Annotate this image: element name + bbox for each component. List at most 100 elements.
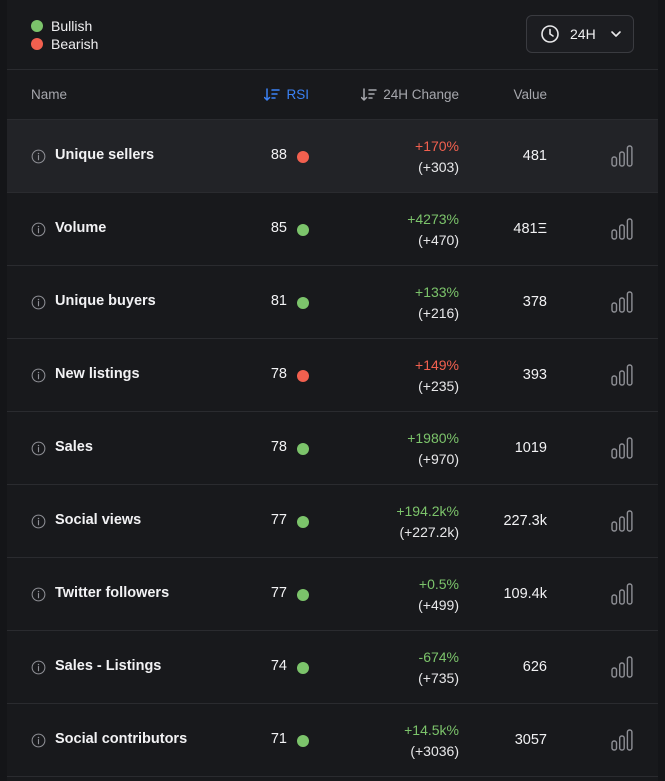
- change-absolute: (+470): [418, 232, 459, 248]
- info-icon[interactable]: [31, 368, 46, 383]
- info-icon[interactable]: [31, 295, 46, 310]
- metric-value: 481Ξ: [513, 221, 547, 237]
- column-rsi-header[interactable]: RSI: [264, 87, 309, 102]
- table-body: Unique sellers 88 +170% (+303) 481 Volum…: [7, 120, 658, 777]
- change-absolute: (+227.2k): [399, 524, 459, 540]
- sort-descending-icon: [264, 87, 281, 101]
- clock-icon: [541, 25, 559, 43]
- rsi-value: 71: [270, 731, 287, 747]
- signal-dot: [297, 297, 309, 309]
- metric-name: Social views: [55, 512, 142, 528]
- column-value-header[interactable]: Value: [513, 87, 547, 102]
- bar-chart-icon[interactable]: [611, 218, 633, 240]
- change-percent: +170%: [415, 138, 459, 154]
- metric-name: Sales: [55, 439, 93, 455]
- legend-bearish: Bearish: [31, 35, 98, 53]
- info-icon[interactable]: [31, 587, 46, 602]
- change-percent: +133%: [415, 284, 459, 300]
- column-name-header[interactable]: Name: [31, 87, 68, 102]
- metric-value: 626: [522, 659, 547, 675]
- legend-bearish-label: Bearish: [51, 36, 99, 52]
- panel-header: Bullish Bearish 24H: [7, 0, 658, 70]
- legend: Bullish Bearish: [31, 17, 98, 53]
- change-percent: +149%: [415, 357, 459, 373]
- metrics-panel: Bullish Bearish 24H Name: [7, 0, 658, 781]
- metric-value: 393: [522, 367, 547, 383]
- table-row[interactable]: Volume 85 +4273% (+470) 481Ξ: [7, 193, 658, 266]
- bearish-dot: [31, 38, 43, 50]
- sort-icon: [361, 87, 377, 101]
- signal-dot: [297, 443, 309, 455]
- signal-dot: [297, 151, 309, 163]
- info-icon[interactable]: [31, 222, 46, 237]
- table-row[interactable]: Social contributors 71 +14.5k% (+3036) 3…: [7, 704, 658, 777]
- change-percent: -674%: [418, 649, 459, 665]
- legend-bullish-label: Bullish: [51, 18, 93, 34]
- change-percent: +0.5%: [418, 576, 459, 592]
- info-icon[interactable]: [31, 149, 46, 164]
- table-row[interactable]: New listings 78 +149% (+235) 393: [7, 339, 658, 412]
- rsi-value: 78: [270, 366, 287, 382]
- metric-value: 3057: [514, 732, 547, 748]
- info-icon[interactable]: [31, 514, 46, 529]
- bar-chart-icon[interactable]: [611, 510, 633, 532]
- info-icon[interactable]: [31, 660, 46, 675]
- bar-chart-icon[interactable]: [611, 729, 633, 751]
- metric-name: Twitter followers: [55, 585, 170, 601]
- metric-name: Unique sellers: [55, 147, 155, 163]
- bar-chart-icon[interactable]: [611, 364, 633, 386]
- change-percent: +4273%: [407, 211, 459, 227]
- bar-chart-icon[interactable]: [611, 145, 633, 167]
- table-row[interactable]: Twitter followers 77 +0.5% (+499) 109.4k: [7, 558, 658, 631]
- rsi-value: 77: [270, 585, 287, 601]
- bar-chart-icon[interactable]: [611, 291, 633, 313]
- change-percent: +14.5k%: [404, 722, 459, 738]
- legend-bullish: Bullish: [31, 17, 98, 35]
- change-absolute: (+970): [418, 451, 459, 467]
- rsi-value: 77: [270, 512, 287, 528]
- bar-chart-icon[interactable]: [611, 583, 633, 605]
- metric-value: 378: [522, 294, 547, 310]
- metric-name: Unique buyers: [55, 293, 156, 309]
- signal-dot: [297, 370, 309, 382]
- rsi-value: 78: [270, 439, 287, 455]
- metric-value: 481: [522, 148, 547, 164]
- bar-chart-icon[interactable]: [611, 656, 633, 678]
- change-absolute: (+303): [418, 159, 459, 175]
- rsi-value: 74: [270, 658, 287, 674]
- table-header: Name RSI 24H Change Value: [7, 70, 658, 120]
- table-row[interactable]: Unique buyers 81 +133% (+216) 378: [7, 266, 658, 339]
- table-row[interactable]: Unique sellers 88 +170% (+303) 481: [7, 120, 658, 193]
- bullish-dot: [31, 20, 43, 32]
- table-row[interactable]: Sales 78 +1980% (+970) 1019: [7, 412, 658, 485]
- change-absolute: (+499): [418, 597, 459, 613]
- change-absolute: (+735): [418, 670, 459, 686]
- signal-dot: [297, 516, 309, 528]
- metric-name: New listings: [55, 366, 140, 382]
- change-absolute: (+216): [418, 305, 459, 321]
- change-absolute: (+3036): [410, 743, 459, 759]
- table-row[interactable]: Sales - Listings 74 -674% (+735) 626: [7, 631, 658, 704]
- signal-dot: [297, 662, 309, 674]
- change-absolute: (+235): [418, 378, 459, 394]
- signal-dot: [297, 589, 309, 601]
- rsi-value: 85: [270, 220, 287, 236]
- metric-value: 1019: [514, 440, 547, 456]
- info-icon[interactable]: [31, 733, 46, 748]
- metric-name: Sales - Listings: [55, 658, 162, 674]
- metric-name: Volume: [55, 220, 107, 236]
- bar-chart-icon[interactable]: [611, 437, 633, 459]
- column-change-header[interactable]: 24H Change: [361, 87, 459, 102]
- chevron-down-icon: [610, 31, 621, 37]
- table-row[interactable]: Social views 77 +194.2k% (+227.2k) 227.3…: [7, 485, 658, 558]
- change-percent: +194.2k%: [396, 503, 459, 519]
- metric-value: 227.3k: [503, 513, 547, 529]
- change-percent: +1980%: [407, 430, 459, 446]
- timeframe-dropdown[interactable]: 24H: [526, 15, 634, 53]
- rsi-value: 88: [270, 147, 287, 163]
- metric-value: 109.4k: [503, 586, 547, 602]
- metric-name: Social contributors: [55, 731, 188, 747]
- signal-dot: [297, 224, 309, 236]
- timeframe-label: 24H: [570, 26, 596, 42]
- info-icon[interactable]: [31, 441, 46, 456]
